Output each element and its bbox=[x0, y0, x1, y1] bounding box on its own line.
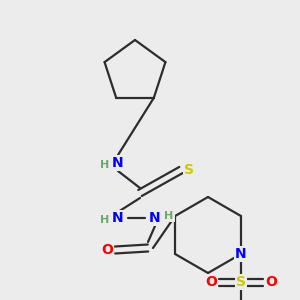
Text: O: O bbox=[265, 275, 277, 289]
Text: H: H bbox=[100, 160, 109, 170]
Text: N: N bbox=[112, 156, 124, 170]
Text: N: N bbox=[112, 211, 124, 225]
Text: O: O bbox=[101, 243, 113, 257]
Text: S: S bbox=[184, 163, 194, 177]
Text: H: H bbox=[164, 211, 174, 221]
Text: O: O bbox=[205, 275, 217, 289]
Text: N: N bbox=[149, 211, 161, 225]
Text: N: N bbox=[235, 247, 247, 261]
Text: H: H bbox=[100, 215, 109, 225]
Text: S: S bbox=[236, 275, 246, 289]
